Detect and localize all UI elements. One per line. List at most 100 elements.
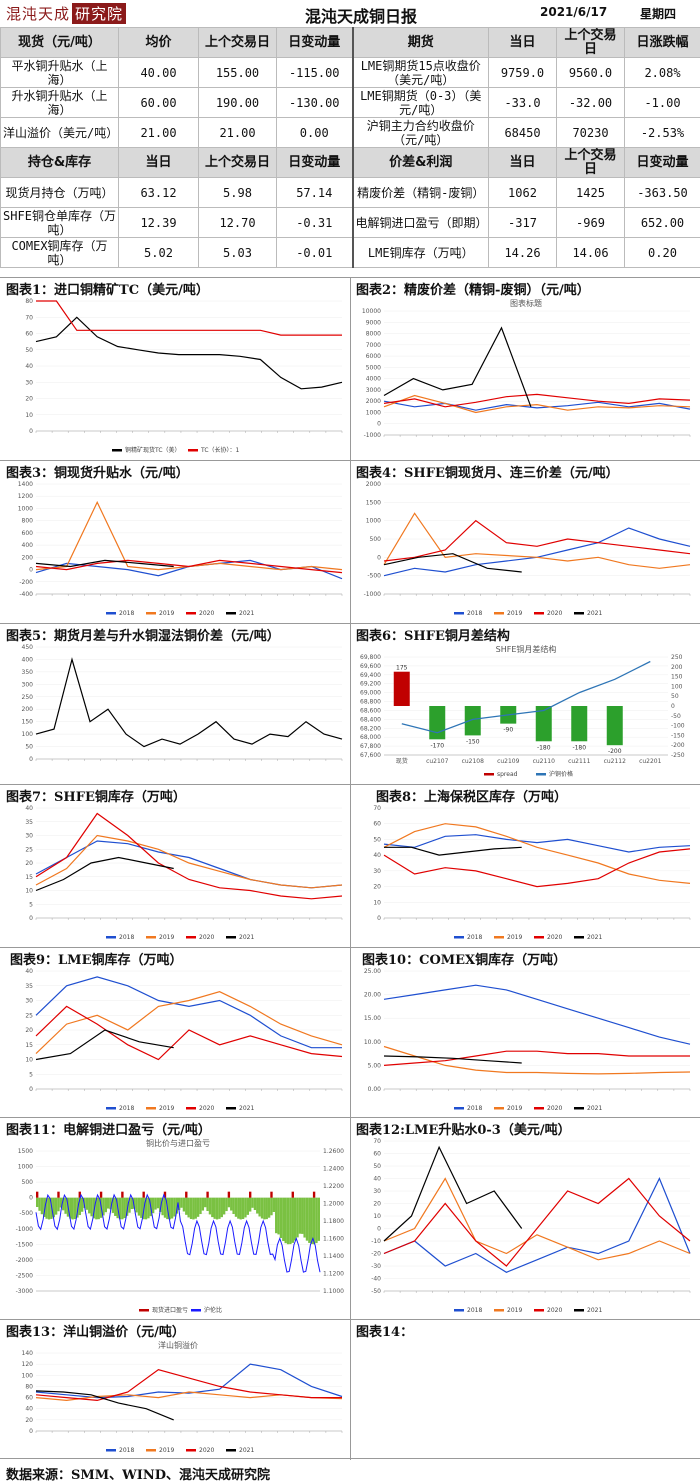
bar — [266, 1198, 268, 1219]
y2-tick-label: 1.1000 — [323, 1288, 344, 1295]
y-tick-label: 69,000 — [360, 690, 381, 697]
legend-swatch — [139, 1309, 149, 1312]
bar — [282, 1198, 284, 1241]
bar — [173, 1198, 175, 1217]
y-tick-label: 150 — [22, 719, 34, 726]
legend-swatch — [574, 1107, 584, 1110]
table-cell: 40.00 — [119, 58, 199, 88]
bar — [308, 1198, 310, 1243]
table-cell: -1.00 — [625, 88, 700, 118]
bar — [202, 1198, 204, 1211]
y-tick-label: 20 — [373, 884, 381, 891]
bar — [299, 1198, 301, 1234]
y-tick-label: -1000 — [364, 591, 382, 598]
y2-tick-label: 1.2000 — [323, 1201, 344, 1208]
y2-tick-label: 250 — [671, 654, 683, 661]
x-tick-label: cu2201 — [639, 758, 662, 765]
legend-swatch — [454, 1107, 464, 1110]
bar — [429, 706, 445, 739]
table-cell: 价差&利润 — [353, 148, 489, 178]
x-tick-label: cu2107 — [426, 758, 449, 765]
y-tick-label: 9000 — [366, 319, 381, 326]
table-cell: LME铜期货（0-3）（美元/吨） — [353, 88, 489, 118]
y-tick-label: 0 — [29, 1086, 33, 1093]
y2-tick-label: 100 — [671, 683, 683, 690]
chart-subtitle: 洋山铜溢价 — [158, 1340, 198, 1350]
bar — [88, 1198, 90, 1214]
bar — [197, 1198, 199, 1217]
y-tick-label: 0 — [29, 567, 33, 574]
bar — [256, 1198, 258, 1214]
y-tick-label: 5000 — [366, 364, 381, 371]
bar — [57, 1192, 59, 1198]
y-tick-label: 80 — [25, 298, 33, 305]
bar — [254, 1198, 256, 1210]
y-tick-label: 30 — [25, 379, 33, 386]
bar — [223, 1198, 225, 1215]
y-tick-label: 67,600 — [360, 752, 381, 759]
y-tick-label: 20 — [373, 1201, 381, 1208]
legend-swatch — [494, 1309, 504, 1312]
legend-swatch — [534, 1309, 544, 1312]
bar — [287, 1198, 289, 1245]
y-tick-label: 50 — [25, 744, 33, 751]
table-cell: 日变动量 — [277, 28, 353, 58]
bar — [221, 1198, 223, 1217]
bar — [235, 1198, 237, 1217]
y-tick-label: 69,200 — [360, 681, 381, 688]
y2-tick-label: -100 — [671, 723, 685, 730]
y-tick-label: 1000 — [366, 518, 381, 525]
bar — [465, 706, 481, 735]
bar — [185, 1192, 187, 1198]
bar — [41, 1198, 43, 1215]
y2-tick-label: -200 — [671, 742, 685, 749]
legend-swatch — [106, 612, 116, 615]
y-tick-label: 25 — [25, 1012, 33, 1019]
table-cell: 上个交易日 — [557, 28, 625, 58]
bar — [107, 1198, 109, 1209]
bar — [90, 1198, 92, 1217]
y-tick-label: 20.00 — [364, 992, 381, 999]
legend-swatch — [574, 1309, 584, 1312]
table-cell: 63.12 — [119, 178, 199, 208]
legend-swatch — [106, 1107, 116, 1110]
chart-title-c14: 图表14： — [356, 1321, 413, 1340]
legend-swatch — [146, 612, 156, 615]
legend-entry: 2019 — [159, 1447, 174, 1454]
legend-entry: 2018 — [119, 610, 134, 617]
y-tick-label: 68,800 — [360, 699, 381, 706]
series-line — [36, 1391, 174, 1420]
y2-tick-label: 1.1400 — [323, 1253, 344, 1260]
table-cell: 持仓&库存 — [1, 148, 119, 178]
x-tick-label: cu2111 — [568, 758, 591, 765]
y-tick-label: 600 — [22, 530, 34, 537]
table-cell: 上个交易日 — [199, 148, 277, 178]
y-tick-label: 15.00 — [364, 1015, 381, 1022]
table-cell: 0.00 — [277, 118, 353, 148]
y-tick-label: 15 — [25, 874, 33, 881]
chart-subtitle: 铜比价与进口盈亏 — [146, 1138, 210, 1148]
y-tick-label: 60 — [373, 1151, 381, 1158]
bar — [258, 1198, 260, 1217]
y-tick-label: -500 — [19, 1210, 33, 1217]
table-cell: LME铜期货15点收盘价（美元/吨） — [353, 58, 489, 88]
y-tick-label: 7000 — [366, 342, 381, 349]
table-cell: -130.00 — [277, 88, 353, 118]
legend-entry: 2018 — [119, 1105, 134, 1112]
legend-swatch — [188, 449, 198, 452]
legend-swatch — [106, 1449, 116, 1452]
bar — [195, 1198, 197, 1219]
table-cell: LME铜库存（万吨） — [353, 238, 489, 268]
y-tick-label: 68,200 — [360, 725, 381, 732]
bar — [105, 1198, 107, 1213]
table-cell: -969 — [557, 208, 625, 238]
table-cell: 21.00 — [119, 118, 199, 148]
y-tick-label: 60 — [25, 331, 33, 338]
legend-entry: 2019 — [507, 1105, 522, 1112]
y-tick-label: 5 — [29, 1071, 33, 1078]
y-tick-label: 0 — [29, 915, 33, 922]
bar-label: -170 — [430, 742, 444, 749]
